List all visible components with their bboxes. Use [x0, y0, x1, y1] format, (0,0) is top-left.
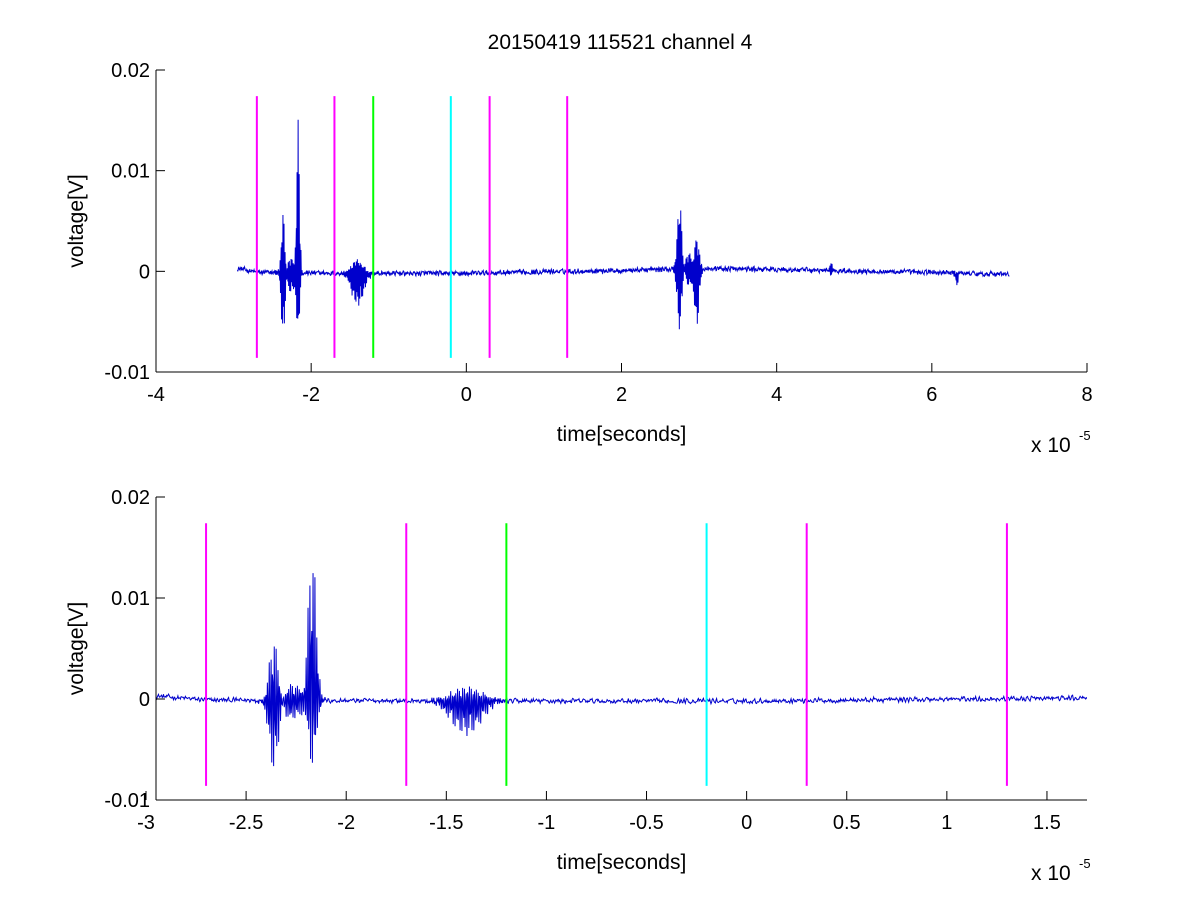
top-x-tick-label: -2 [302, 384, 320, 406]
top-y-tick-label: -0.01 [104, 362, 150, 384]
bottom-x-tick-label: 1 [941, 812, 952, 834]
top-y-tick-label: 0 [139, 261, 150, 283]
top-x-tick-label: 8 [1081, 384, 1092, 406]
top-x-multiplier: x 10 [1031, 434, 1071, 457]
figure-title: 20150419 115521 channel 4 [488, 31, 753, 54]
top-y-tick-label: 0.02 [111, 60, 150, 82]
bottom-y-tick-label: 0 [139, 689, 150, 711]
bottom-x-multiplier-exponent: -5 [1079, 856, 1091, 871]
bottom-x-tick-label: 0.5 [833, 812, 861, 834]
top-signal-trace [236, 119, 1010, 330]
top-y-tick-label: 0.01 [111, 161, 150, 183]
bottom-x-tick-label: 0 [741, 812, 752, 834]
top-x-tick-label: 0 [461, 384, 472, 406]
bottom-x-tick-label: -1 [538, 812, 556, 834]
bottom-y-tick-label: 0.01 [111, 588, 150, 610]
bottom-y-axis-label: voltage[V] [65, 602, 88, 695]
bottom-x-tick-label: -3 [137, 812, 155, 834]
bottom-x-tick-label: -2.5 [229, 812, 263, 834]
bottom-panel: -3 -2.5 -2 -1.5 -1 -0.5 0 0.5 1 1.5 -0.01 0 0.01 0.02… [65, 487, 1091, 885]
top-x-tick-label: 2 [616, 384, 627, 406]
bottom-x-tick-label: -2 [337, 812, 355, 834]
bottom-x-multiplier: x 10 [1031, 862, 1071, 885]
top-x-tick-label: -4 [147, 384, 165, 406]
bottom-x-tick-label: -1.5 [429, 812, 463, 834]
top-x-multiplier-exponent: -5 [1079, 428, 1091, 443]
bottom-signal-trace [156, 573, 1087, 767]
bottom-y-tick-label: -0.01 [104, 790, 150, 812]
top-panel: -4 -2 0 2 4 6 8 -0.01 0 0.01 0.02 time[seconds] volt… [65, 60, 1093, 457]
bottom-x-axis-label: time[seconds] [557, 851, 687, 874]
top-x-tick-label: 6 [926, 384, 937, 406]
top-x-tick-label: 4 [771, 384, 782, 406]
bottom-x-tick-label: -0.5 [629, 812, 663, 834]
top-x-axis-label: time[seconds] [557, 423, 687, 446]
top-y-axis-label: voltage[V] [65, 174, 88, 267]
bottom-y-tick-label: 0.02 [111, 487, 150, 509]
bottom-x-tick-label: 1.5 [1033, 812, 1061, 834]
